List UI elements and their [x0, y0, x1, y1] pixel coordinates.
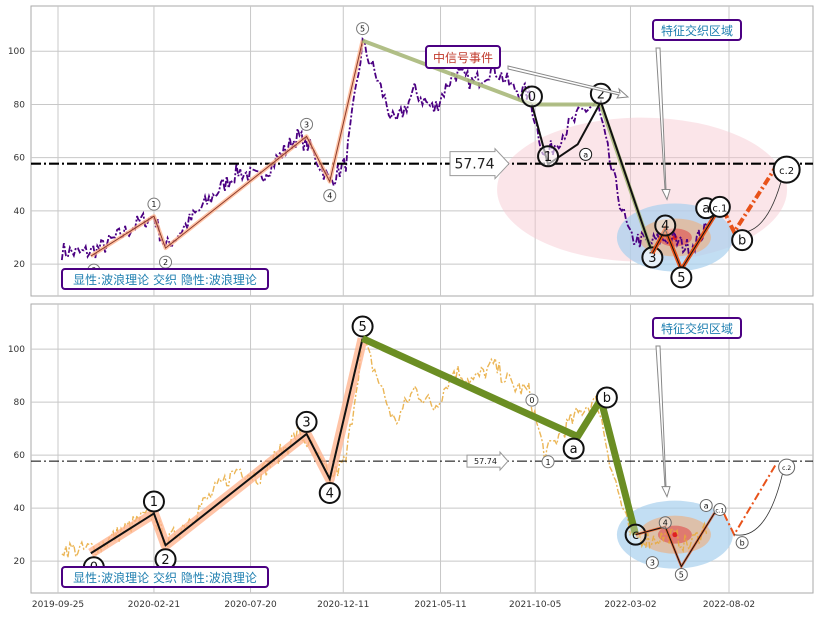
feature-zone-label: 特征交织区域: [661, 321, 733, 336]
top-panel: 2040608010001234501a2345abc.1c.257.74特征交…: [8, 6, 813, 296]
level-value-label: 57.74: [454, 157, 494, 173]
orange-wave-label: 3: [650, 559, 655, 568]
y-tick-label: 60: [14, 451, 26, 461]
hidden-wave-label: a: [583, 150, 588, 159]
feature-zone-label: 特征交织区域: [661, 23, 733, 38]
y-tick-label: 60: [14, 154, 26, 164]
orange-wave-label: c.1: [712, 203, 727, 214]
level-value-label: 57.74: [474, 457, 497, 466]
green-wave-label: b: [603, 391, 611, 406]
x-tick-label: 2021-05-11: [414, 600, 466, 610]
x-axis: 2019-09-25 2020-02-21 2020-07-20 2020-12-11…: [32, 600, 755, 610]
orange-wave-label: c.2: [782, 465, 791, 472]
orange-wave-label: a: [702, 202, 710, 217]
y-tick-label: 20: [14, 260, 26, 270]
orange-wave-label: 5: [679, 570, 684, 579]
y-tick-label: 40: [14, 207, 26, 217]
x-tick-label: 2020-12-11: [317, 600, 369, 610]
y-tick-label: 100: [8, 345, 25, 355]
orange-wave-label: 4: [663, 519, 668, 528]
y-tick-label: 80: [14, 398, 26, 408]
bottom-panel: 20406080100012345abc45abc.1c.230157.74特征…: [8, 304, 813, 593]
wave-marker-label: 4: [327, 192, 332, 201]
x-tick-label: 2022-03-02: [604, 600, 656, 610]
wave-marker-label: 5: [360, 25, 365, 34]
signal-event-label: 中信号事件: [433, 50, 493, 65]
zone-center-dot: [672, 532, 677, 537]
wave-marker-label: 3: [302, 415, 310, 430]
x-tick-label: 2019-09-25: [32, 600, 84, 610]
x-tick-label: 2020-07-20: [224, 600, 277, 610]
hidden-wave-label-small: 0: [529, 396, 534, 405]
orange-wave-label: a: [704, 501, 709, 510]
wave-marker-label: 4: [326, 486, 334, 501]
y-tick-label: 100: [8, 47, 25, 57]
wave-marker-label: 2: [163, 258, 168, 267]
y-tick-label: 80: [14, 100, 26, 110]
orange-wave-label: c.1: [715, 507, 724, 514]
hidden-wave-label-small: 1: [546, 458, 551, 467]
legend-label: 显性:波浪理论 交织 隐性:波浪理论: [73, 272, 257, 287]
wave-marker-label: 1: [151, 200, 156, 209]
green-wave-label: c: [632, 528, 639, 543]
y-tick-label: 40: [14, 504, 26, 514]
y-tick-label: 20: [14, 557, 26, 567]
x-tick-label: 2021-10-05: [509, 600, 561, 610]
hidden-wave-label: 1: [544, 150, 552, 165]
legend-label: 显性:波浪理论 交织 隐性:波浪理论: [73, 570, 257, 585]
wave-marker-label: 3: [304, 120, 309, 129]
orange-wave-label: 4: [661, 219, 669, 234]
x-tick-label: 2022-08-02: [703, 600, 755, 610]
orange-wave-label: b: [738, 234, 746, 249]
wave-marker-label: 5: [358, 320, 366, 335]
green-wave-label: a: [570, 442, 578, 457]
x-tick-label: 2020-02-21: [128, 600, 180, 610]
orange-wave-label: 5: [677, 271, 685, 286]
wave-marker-label: 2: [161, 553, 169, 568]
hidden-wave-label: 0: [528, 90, 536, 105]
orange-wave-label: b: [740, 539, 745, 548]
orange-wave-label: c.2: [779, 166, 794, 177]
wave-marker-label: 1: [150, 495, 158, 510]
